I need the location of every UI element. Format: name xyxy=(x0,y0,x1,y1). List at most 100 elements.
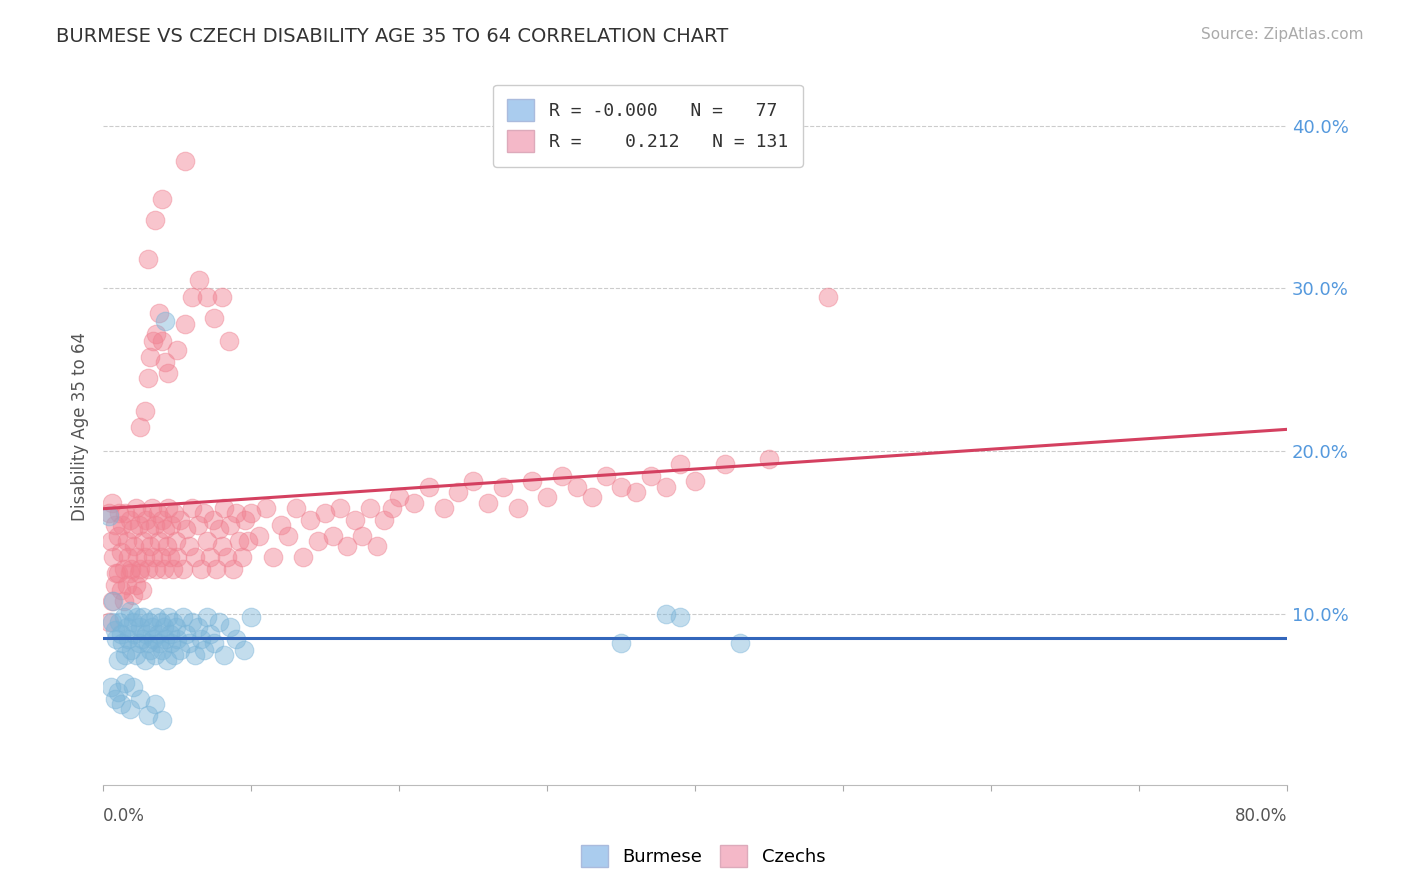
Point xyxy=(174,523,197,537)
Point xyxy=(139,539,162,553)
Point xyxy=(198,626,221,640)
Point xyxy=(669,610,692,624)
Point xyxy=(107,566,129,581)
Point xyxy=(103,550,125,565)
Point xyxy=(148,636,170,650)
Point xyxy=(107,653,129,667)
Point xyxy=(201,513,224,527)
Point xyxy=(111,636,134,650)
Text: Source: ZipAtlas.com: Source: ZipAtlas.com xyxy=(1201,27,1364,42)
Point xyxy=(139,643,162,657)
Point xyxy=(713,458,735,472)
Point xyxy=(233,513,256,527)
Point xyxy=(114,648,136,662)
Point xyxy=(136,371,159,385)
Point xyxy=(100,533,122,548)
Text: 0.0%: 0.0% xyxy=(103,807,145,825)
Point xyxy=(202,636,225,650)
Point xyxy=(195,533,218,548)
Point xyxy=(107,685,129,699)
Point xyxy=(536,490,558,504)
Point xyxy=(110,545,132,559)
Point xyxy=(156,653,179,667)
Y-axis label: Disability Age 35 to 64: Disability Age 35 to 64 xyxy=(72,333,89,521)
Point xyxy=(190,561,212,575)
Point xyxy=(447,485,470,500)
Point xyxy=(141,501,163,516)
Point xyxy=(121,588,143,602)
Point xyxy=(131,582,153,597)
Point xyxy=(125,578,148,592)
Point xyxy=(142,550,165,565)
Point xyxy=(291,550,314,565)
Point xyxy=(432,501,454,516)
Point xyxy=(177,539,200,553)
Point xyxy=(145,610,167,624)
Point xyxy=(159,550,181,565)
Point xyxy=(654,607,676,621)
Point xyxy=(204,561,226,575)
Point xyxy=(136,561,159,575)
Point xyxy=(125,648,148,662)
Point xyxy=(129,691,152,706)
Point xyxy=(610,480,633,494)
Point xyxy=(654,480,676,494)
Point xyxy=(121,615,143,630)
Point xyxy=(111,517,134,532)
Point xyxy=(184,550,207,565)
Point xyxy=(114,506,136,520)
Point xyxy=(112,610,135,624)
Point xyxy=(193,506,215,520)
Point xyxy=(150,192,173,206)
Point xyxy=(217,550,239,565)
Point xyxy=(150,513,173,527)
Text: 80.0%: 80.0% xyxy=(1234,807,1286,825)
Point xyxy=(101,496,124,510)
Point xyxy=(506,501,529,516)
Point xyxy=(159,626,181,640)
Point xyxy=(169,513,191,527)
Point xyxy=(153,561,176,575)
Point xyxy=(149,615,172,630)
Point xyxy=(254,501,277,516)
Point xyxy=(138,615,160,630)
Point xyxy=(162,561,184,575)
Point xyxy=(565,480,588,494)
Point xyxy=(122,626,145,640)
Point xyxy=(418,480,440,494)
Point xyxy=(150,643,173,657)
Point xyxy=(402,496,425,510)
Point xyxy=(218,334,240,348)
Point xyxy=(166,632,188,646)
Point xyxy=(115,620,138,634)
Point xyxy=(148,533,170,548)
Point xyxy=(105,566,128,581)
Point xyxy=(118,566,141,581)
Point xyxy=(195,289,218,303)
Point xyxy=(160,517,183,532)
Point xyxy=(104,517,127,532)
Point xyxy=(157,610,180,624)
Point xyxy=(195,610,218,624)
Point xyxy=(166,550,188,565)
Point xyxy=(142,632,165,646)
Point xyxy=(163,506,186,520)
Point xyxy=(136,252,159,266)
Point xyxy=(163,648,186,662)
Point xyxy=(118,513,141,527)
Point xyxy=(143,517,166,532)
Point xyxy=(181,501,204,516)
Point xyxy=(157,501,180,516)
Point xyxy=(492,480,515,494)
Point xyxy=(366,539,388,553)
Point xyxy=(105,632,128,646)
Point xyxy=(98,615,121,630)
Point xyxy=(174,626,197,640)
Point xyxy=(128,517,150,532)
Point xyxy=(190,632,212,646)
Point xyxy=(610,636,633,650)
Point xyxy=(169,643,191,657)
Point xyxy=(219,517,242,532)
Point xyxy=(132,610,155,624)
Point xyxy=(134,403,156,417)
